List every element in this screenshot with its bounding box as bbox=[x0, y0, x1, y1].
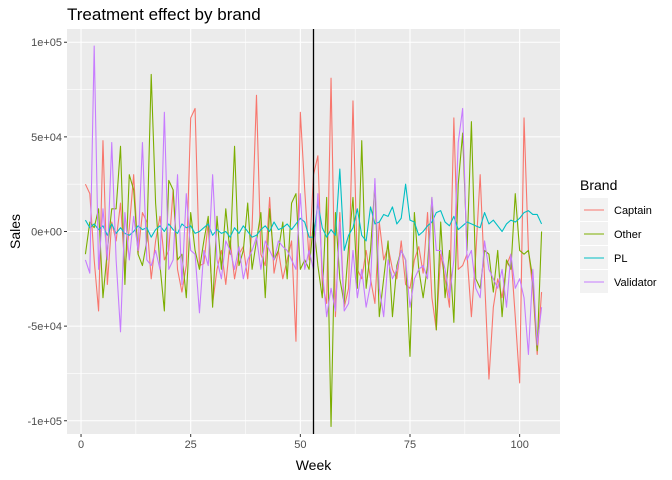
x-tick-label: 25 bbox=[185, 439, 197, 451]
x-tick-label: 50 bbox=[294, 439, 306, 451]
x-axis: 0 25 50 75 100 bbox=[78, 434, 529, 451]
y-tick-label: 1e+05 bbox=[31, 37, 62, 49]
x-axis-title: Week bbox=[296, 457, 333, 473]
y-axis-title: Sales bbox=[7, 214, 23, 249]
x-tick-label: 0 bbox=[78, 439, 84, 451]
legend-title: Brand bbox=[580, 177, 617, 193]
x-tick-label: 75 bbox=[404, 439, 416, 451]
legend: Brand Captain Other PL Validator bbox=[580, 177, 657, 293]
legend-label-captain: Captain bbox=[614, 205, 652, 217]
y-tick-label: 0e+00 bbox=[31, 227, 62, 239]
x-tick-label: 100 bbox=[510, 439, 528, 451]
legend-label-other: Other bbox=[614, 229, 642, 241]
y-tick-label: 5e+04 bbox=[31, 132, 62, 144]
chart-title: Treatment effect by brand bbox=[67, 5, 261, 24]
legend-label-pl: PL bbox=[614, 253, 627, 265]
y-tick-label: -1e+05 bbox=[27, 416, 62, 428]
y-axis: 1e+05 5e+04 0e+00 -5e+04 -1e+05 bbox=[27, 37, 67, 428]
y-tick-label: -5e+04 bbox=[27, 321, 62, 333]
legend-label-validator: Validator bbox=[614, 277, 657, 289]
